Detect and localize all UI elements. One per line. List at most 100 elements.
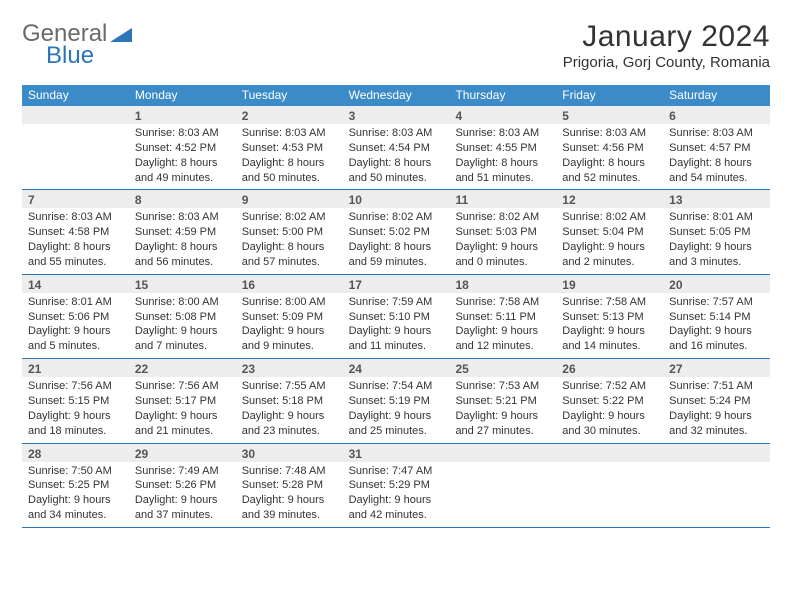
day-number: 12 bbox=[556, 190, 663, 208]
day-line-d2: and 7 minutes. bbox=[135, 339, 232, 354]
day-line-sr: Sunrise: 7:59 AM bbox=[349, 295, 446, 310]
day-number bbox=[22, 106, 129, 124]
day-body: Sunrise: 8:02 AMSunset: 5:03 PMDaylight:… bbox=[449, 208, 556, 273]
day-line-d2: and 37 minutes. bbox=[135, 508, 232, 523]
day-line-d1: Daylight: 8 hours bbox=[135, 240, 232, 255]
day-line-sr: Sunrise: 8:03 AM bbox=[135, 126, 232, 141]
day-line-d2: and 52 minutes. bbox=[562, 171, 659, 186]
day-line-sr: Sunrise: 7:50 AM bbox=[28, 464, 125, 479]
day-number: 23 bbox=[236, 359, 343, 377]
day-line-d2: and 0 minutes. bbox=[455, 255, 552, 270]
day-cell-16: 16Sunrise: 8:00 AMSunset: 5:09 PMDayligh… bbox=[236, 275, 343, 358]
day-line-sr: Sunrise: 8:03 AM bbox=[669, 126, 766, 141]
day-line-d2: and 39 minutes. bbox=[242, 508, 339, 523]
day-line-sr: Sunrise: 8:00 AM bbox=[135, 295, 232, 310]
day-line-sr: Sunrise: 7:58 AM bbox=[455, 295, 552, 310]
day-number: 30 bbox=[236, 444, 343, 462]
dow-header: Thursday bbox=[449, 85, 556, 106]
day-cell-29: 29Sunrise: 7:49 AMSunset: 5:26 PMDayligh… bbox=[129, 444, 236, 527]
day-line-ss: Sunset: 4:59 PM bbox=[135, 225, 232, 240]
day-number: 25 bbox=[449, 359, 556, 377]
day-body: Sunrise: 7:53 AMSunset: 5:21 PMDaylight:… bbox=[449, 377, 556, 442]
day-line-ss: Sunset: 4:58 PM bbox=[28, 225, 125, 240]
day-line-sr: Sunrise: 7:52 AM bbox=[562, 379, 659, 394]
day-line-d1: Daylight: 8 hours bbox=[349, 156, 446, 171]
day-line-sr: Sunrise: 8:03 AM bbox=[349, 126, 446, 141]
day-line-sr: Sunrise: 8:01 AM bbox=[669, 210, 766, 225]
day-cell-5: 5Sunrise: 8:03 AMSunset: 4:56 PMDaylight… bbox=[556, 106, 663, 189]
dow-header: Tuesday bbox=[236, 85, 343, 106]
day-line-d1: Daylight: 9 hours bbox=[455, 240, 552, 255]
day-body: Sunrise: 7:50 AMSunset: 5:25 PMDaylight:… bbox=[22, 462, 129, 527]
day-body: Sunrise: 7:51 AMSunset: 5:24 PMDaylight:… bbox=[663, 377, 770, 442]
day-line-ss: Sunset: 5:26 PM bbox=[135, 478, 232, 493]
day-line-d2: and 42 minutes. bbox=[349, 508, 446, 523]
day-body: Sunrise: 8:00 AMSunset: 5:09 PMDaylight:… bbox=[236, 293, 343, 358]
day-line-sr: Sunrise: 7:48 AM bbox=[242, 464, 339, 479]
day-body: Sunrise: 8:02 AMSunset: 5:02 PMDaylight:… bbox=[343, 208, 450, 273]
day-cell-13: 13Sunrise: 8:01 AMSunset: 5:05 PMDayligh… bbox=[663, 190, 770, 273]
day-body: Sunrise: 8:03 AMSunset: 4:59 PMDaylight:… bbox=[129, 208, 236, 273]
day-body: Sunrise: 7:47 AMSunset: 5:29 PMDaylight:… bbox=[343, 462, 450, 527]
day-number: 4 bbox=[449, 106, 556, 124]
day-line-d1: Daylight: 9 hours bbox=[242, 409, 339, 424]
day-line-sr: Sunrise: 7:58 AM bbox=[562, 295, 659, 310]
dow-header: Wednesday bbox=[343, 85, 450, 106]
day-line-d2: and 18 minutes. bbox=[28, 424, 125, 439]
day-line-d2: and 14 minutes. bbox=[562, 339, 659, 354]
day-number: 22 bbox=[129, 359, 236, 377]
day-line-d1: Daylight: 9 hours bbox=[242, 493, 339, 508]
day-body bbox=[556, 462, 663, 468]
week-row: 7Sunrise: 8:03 AMSunset: 4:58 PMDaylight… bbox=[22, 190, 770, 274]
day-line-ss: Sunset: 5:11 PM bbox=[455, 310, 552, 325]
day-line-d2: and 5 minutes. bbox=[28, 339, 125, 354]
day-number: 7 bbox=[22, 190, 129, 208]
day-cell-empty bbox=[449, 444, 556, 527]
day-cell-25: 25Sunrise: 7:53 AMSunset: 5:21 PMDayligh… bbox=[449, 359, 556, 442]
day-number: 14 bbox=[22, 275, 129, 293]
day-line-ss: Sunset: 5:03 PM bbox=[455, 225, 552, 240]
day-body: Sunrise: 7:55 AMSunset: 5:18 PMDaylight:… bbox=[236, 377, 343, 442]
day-body bbox=[449, 462, 556, 468]
day-number bbox=[556, 444, 663, 462]
day-number: 11 bbox=[449, 190, 556, 208]
day-cell-27: 27Sunrise: 7:51 AMSunset: 5:24 PMDayligh… bbox=[663, 359, 770, 442]
day-line-ss: Sunset: 4:53 PM bbox=[242, 141, 339, 156]
day-cell-21: 21Sunrise: 7:56 AMSunset: 5:15 PMDayligh… bbox=[22, 359, 129, 442]
day-line-d1: Daylight: 8 hours bbox=[242, 240, 339, 255]
day-cell-28: 28Sunrise: 7:50 AMSunset: 5:25 PMDayligh… bbox=[22, 444, 129, 527]
day-cell-3: 3Sunrise: 8:03 AMSunset: 4:54 PMDaylight… bbox=[343, 106, 450, 189]
day-cell-20: 20Sunrise: 7:57 AMSunset: 5:14 PMDayligh… bbox=[663, 275, 770, 358]
day-body: Sunrise: 8:03 AMSunset: 4:55 PMDaylight:… bbox=[449, 124, 556, 189]
day-line-d1: Daylight: 9 hours bbox=[562, 240, 659, 255]
day-line-d2: and 3 minutes. bbox=[669, 255, 766, 270]
day-number: 6 bbox=[663, 106, 770, 124]
day-body: Sunrise: 8:03 AMSunset: 4:52 PMDaylight:… bbox=[129, 124, 236, 189]
day-line-sr: Sunrise: 8:03 AM bbox=[562, 126, 659, 141]
week-row: 1Sunrise: 8:03 AMSunset: 4:52 PMDaylight… bbox=[22, 106, 770, 190]
day-number: 24 bbox=[343, 359, 450, 377]
day-cell-14: 14Sunrise: 8:01 AMSunset: 5:06 PMDayligh… bbox=[22, 275, 129, 358]
day-line-ss: Sunset: 4:57 PM bbox=[669, 141, 766, 156]
day-cell-10: 10Sunrise: 8:02 AMSunset: 5:02 PMDayligh… bbox=[343, 190, 450, 273]
day-number: 19 bbox=[556, 275, 663, 293]
dow-header: Saturday bbox=[663, 85, 770, 106]
day-line-ss: Sunset: 5:22 PM bbox=[562, 394, 659, 409]
dow-header: Friday bbox=[556, 85, 663, 106]
day-body: Sunrise: 7:56 AMSunset: 5:17 PMDaylight:… bbox=[129, 377, 236, 442]
day-line-ss: Sunset: 5:18 PM bbox=[242, 394, 339, 409]
day-line-d2: and 23 minutes. bbox=[242, 424, 339, 439]
day-number bbox=[663, 444, 770, 462]
day-line-d2: and 56 minutes. bbox=[135, 255, 232, 270]
day-number: 28 bbox=[22, 444, 129, 462]
day-body: Sunrise: 7:48 AMSunset: 5:28 PMDaylight:… bbox=[236, 462, 343, 527]
dow-header-row: SundayMondayTuesdayWednesdayThursdayFrid… bbox=[22, 85, 770, 106]
day-line-ss: Sunset: 5:06 PM bbox=[28, 310, 125, 325]
day-line-d1: Daylight: 9 hours bbox=[562, 324, 659, 339]
day-body: Sunrise: 7:49 AMSunset: 5:26 PMDaylight:… bbox=[129, 462, 236, 527]
day-line-d2: and 34 minutes. bbox=[28, 508, 125, 523]
day-cell-empty bbox=[663, 444, 770, 527]
day-line-d1: Daylight: 9 hours bbox=[135, 324, 232, 339]
day-body: Sunrise: 7:57 AMSunset: 5:14 PMDaylight:… bbox=[663, 293, 770, 358]
day-line-ss: Sunset: 5:17 PM bbox=[135, 394, 232, 409]
